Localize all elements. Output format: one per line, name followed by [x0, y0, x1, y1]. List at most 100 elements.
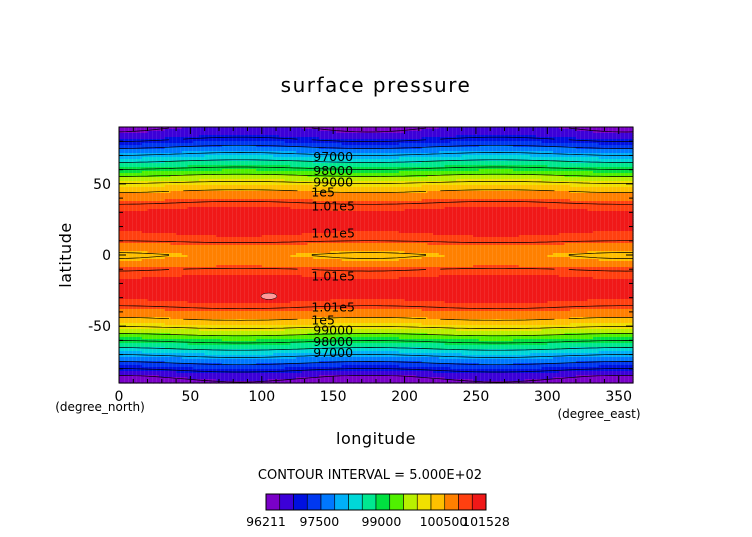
contour-cell: [250, 139, 257, 142]
contour-cell: [244, 155, 251, 158]
contour-cell: [570, 187, 577, 190]
contour-cell: [450, 151, 457, 154]
contour-cell: [181, 159, 189, 162]
contour-cell: [410, 203, 417, 206]
contour-cell: [313, 147, 320, 150]
contour-cell: [284, 173, 291, 176]
contour-cell: [301, 201, 309, 204]
contour-cell: [541, 185, 548, 188]
contour-cell: [216, 165, 223, 168]
contour-cell: [501, 187, 508, 190]
contour-cell: [450, 167, 457, 170]
contour-cell: [558, 173, 566, 176]
contour-cell: [404, 127, 411, 130]
contour-cell: [370, 181, 377, 184]
contour-cell: [216, 161, 223, 164]
contour-cell: [124, 133, 132, 136]
contour-cell: [444, 153, 451, 156]
contour-cell: [535, 165, 543, 168]
contour-cell: [124, 151, 132, 154]
contour-cell: [353, 183, 360, 186]
contour-cell: [507, 149, 514, 152]
contour-cell: [615, 181, 623, 184]
contour-cell: [124, 201, 132, 204]
contour-cell: [393, 193, 400, 196]
contour-cell: [278, 171, 286, 174]
contour-cell: [284, 185, 291, 188]
contour-cell: [438, 159, 446, 162]
contour-cell: [593, 133, 600, 136]
contour-cell: [581, 185, 588, 188]
contour-cell: [181, 141, 189, 144]
contour-cell: [244, 185, 251, 188]
contour-cell: [518, 161, 526, 164]
contour-cell: [553, 185, 560, 188]
contour-cell: [347, 155, 354, 158]
contour-cell: [381, 165, 389, 168]
contour-cell: [307, 203, 314, 206]
contour-cell: [130, 137, 137, 140]
contour-cell: [278, 173, 286, 176]
contour-cell: [610, 189, 617, 192]
contour-cell: [570, 165, 577, 168]
contour-cell: [250, 197, 257, 200]
contour-cell: [204, 171, 211, 174]
contour-cell: [581, 153, 588, 156]
contour-cell: [450, 169, 457, 172]
contour-cell: [570, 135, 577, 138]
contour-cell: [301, 139, 309, 142]
contour-cell: [513, 141, 520, 144]
contour-cell: [513, 133, 520, 136]
contour-cell: [598, 151, 606, 154]
contour-cell: [621, 157, 628, 160]
contour-cell: [158, 149, 166, 152]
contour-cell: [330, 189, 337, 192]
contour-cell: [336, 165, 343, 168]
contour-cell: [604, 157, 611, 160]
contour-cell: [238, 199, 246, 202]
contour-cell: [153, 149, 160, 152]
contour-cell: [336, 137, 343, 140]
contour-cell: [535, 197, 543, 200]
contour-cell: [581, 187, 588, 190]
contour-cell: [433, 129, 440, 132]
contour-cell: [130, 155, 137, 158]
contour-cell: [478, 165, 486, 168]
contour-cell: [147, 143, 154, 146]
contour-cell: [513, 131, 520, 134]
contour-cell: [267, 139, 274, 142]
contour-cell: [501, 149, 508, 152]
contour-cell: [187, 147, 194, 150]
contour-cell: [587, 173, 594, 176]
contour-cell: [381, 173, 389, 176]
contour-cell: [467, 199, 474, 202]
contour-cell: [193, 203, 200, 206]
contour-cell: [427, 205, 434, 208]
contour-cell: [507, 203, 514, 206]
contour-cell: [547, 129, 554, 132]
contour-cell: [558, 187, 566, 190]
contour-cell: [153, 147, 160, 150]
contour-cell: [587, 181, 594, 184]
contour-cell: [570, 141, 577, 144]
contour-cell: [376, 199, 383, 202]
contour-cell: [398, 205, 406, 208]
contour-cell: [501, 203, 508, 206]
contour-cell: [530, 171, 537, 174]
contour-cell: [593, 167, 600, 170]
contour-cell: [330, 197, 337, 200]
contour-cell: [370, 131, 377, 134]
contour-cell: [376, 173, 383, 176]
contour-cell: [296, 195, 303, 198]
contour-cell: [564, 201, 571, 204]
contour-cell: [330, 199, 337, 202]
contour-cell: [427, 199, 434, 202]
contour-cell: [158, 161, 166, 164]
contour-cell: [433, 203, 440, 206]
contour-cell: [541, 163, 548, 166]
contour-cell: [136, 135, 143, 138]
contour-cell: [227, 197, 234, 200]
contour-cell: [210, 197, 217, 200]
contour-cell: [153, 157, 160, 160]
